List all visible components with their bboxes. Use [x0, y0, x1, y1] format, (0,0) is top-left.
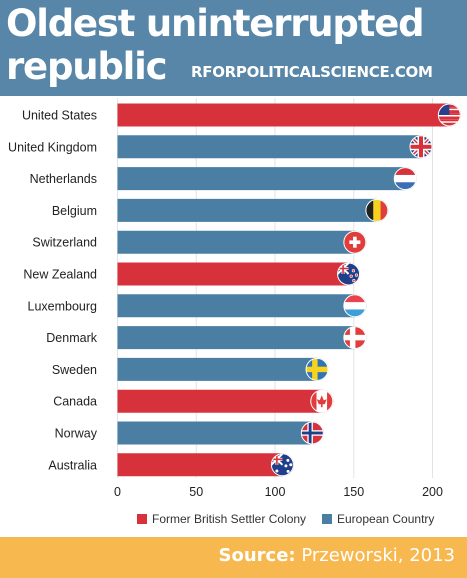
bar-belgium: [117, 198, 389, 222]
bar-netherlands: [117, 167, 417, 191]
category-label: New Zealand: [23, 268, 97, 282]
category-label: Switzerland: [32, 236, 97, 250]
chart-title: Oldest uninterrupted republic: [6, 2, 425, 88]
source-text: Przeworski, 2013: [295, 545, 455, 566]
category-label: Sweden: [52, 363, 97, 377]
bar-norway: [117, 421, 324, 445]
chart-legend: Former British Settler Colony European Co…: [0, 512, 467, 532]
category-label: Norway: [55, 427, 98, 441]
bar-united-kingdom: [117, 135, 433, 159]
footer-banner: Source: Przeworski, 2013: [0, 537, 467, 578]
source-label: Source:: [218, 545, 296, 566]
legend-label: Former British Settler Colony: [152, 512, 307, 526]
sweden-flag-icon: [305, 357, 329, 381]
bar-luxembourg: [117, 294, 367, 318]
us-flag-icon: [437, 103, 461, 127]
belgium-flag-icon: [365, 198, 389, 222]
denmark-flag-icon: [343, 326, 367, 350]
canada-flag-icon: [310, 389, 334, 413]
bar-switzerland: [117, 230, 367, 254]
x-tick-label: 150: [343, 485, 364, 499]
switzerland-flag-icon: [343, 230, 367, 254]
luxembourg-flag-icon: [343, 294, 367, 318]
x-tick-label: 100: [265, 485, 286, 499]
category-label: Luxembourg: [28, 299, 98, 313]
category-label: Belgium: [52, 204, 97, 218]
new-zealand-flag-icon: [337, 262, 361, 286]
bar-denmark: [117, 326, 367, 350]
category-label: Canada: [53, 395, 97, 409]
site-name: RFORPOLITICALSCIENCE.COM: [191, 63, 433, 81]
category-label: Netherlands: [30, 172, 97, 186]
legend-swatch: [322, 514, 332, 524]
legend-label: European Country: [337, 512, 435, 526]
bar-canada: [117, 389, 334, 413]
bar-united-states: [117, 103, 461, 127]
category-label: Denmark: [46, 331, 97, 345]
legend-item: European Country: [322, 512, 434, 526]
x-tick-label: 200: [422, 485, 443, 499]
uk-flag-icon: [409, 135, 433, 159]
netherlands-flag-icon: [393, 167, 417, 191]
bar-chart: United States United Kingdom Netherlands Be…: [8, 98, 461, 499]
australia-flag-icon: [270, 453, 294, 477]
norway-flag-icon: [300, 421, 324, 445]
x-tick-label: 50: [189, 485, 203, 499]
bar-sweden: [117, 357, 329, 381]
category-label: Australia: [48, 458, 97, 472]
source-credit: Source: Przeworski, 2013: [219, 545, 455, 566]
header-banner: Oldest uninterrupted republic RFORPOLITI…: [0, 0, 467, 96]
x-tick-label: 0: [114, 485, 121, 499]
legend-item: Former British Settler Colony: [137, 512, 306, 526]
legend-swatch: [137, 514, 147, 524]
bar-new-zealand: [117, 262, 361, 286]
category-label: United States: [22, 109, 97, 123]
bar-australia: [117, 453, 294, 477]
category-label: United Kingdom: [8, 140, 97, 154]
